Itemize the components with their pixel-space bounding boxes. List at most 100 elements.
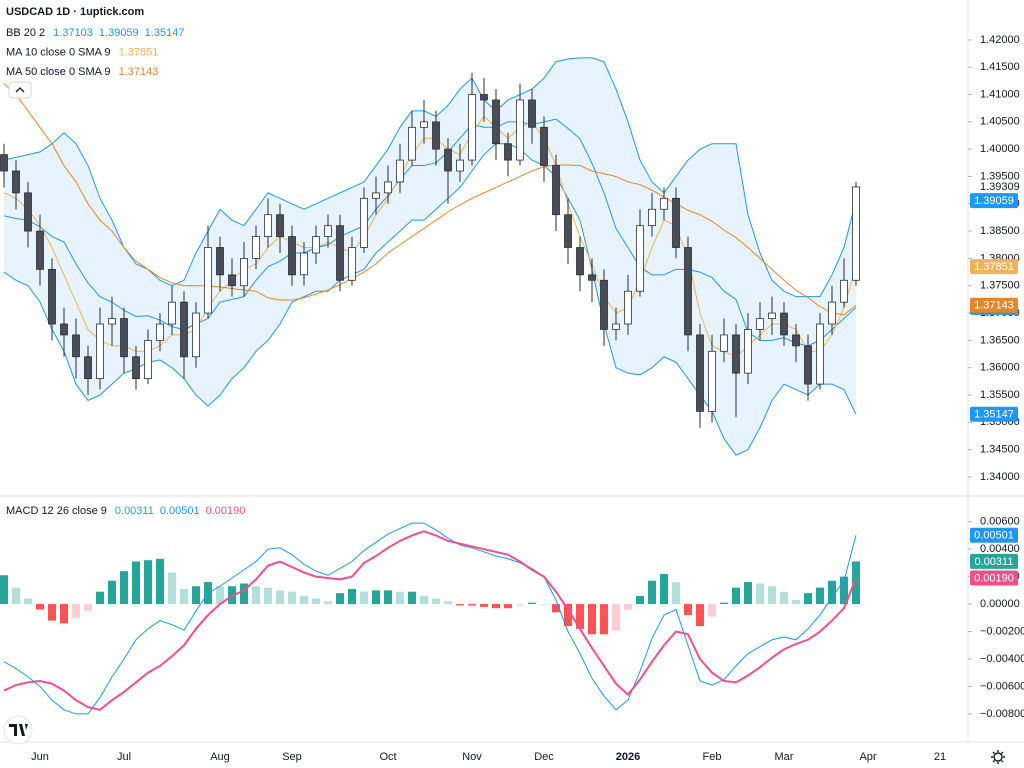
collapse-button-frame[interactable]: [8, 81, 32, 99]
candle-body: [348, 247, 356, 281]
histogram-bar: [288, 591, 296, 605]
signal-badge-label: 0.00190: [974, 572, 1014, 584]
candle-body: [156, 323, 164, 341]
histogram-bar: [456, 604, 464, 606]
settings-gear[interactable]: [993, 752, 1003, 762]
histogram-bar: [612, 604, 620, 631]
y-tick-label: 1.36000: [980, 362, 1020, 374]
histogram-bar: [816, 587, 824, 605]
histogram-bar: [744, 582, 752, 605]
plot-area: [0, 39, 972, 715]
indicator-badge-label: 1.37143: [974, 300, 1014, 312]
collapse-chevron[interactable]: [15, 87, 25, 93]
histogram-bar: [708, 604, 716, 617]
macd-badge-label: 0.00501: [974, 530, 1014, 542]
candle-body: [564, 214, 572, 248]
histogram-bar: [360, 591, 368, 605]
histogram-bar: [516, 604, 524, 606]
histogram-bar: [396, 591, 404, 605]
legend-value: 1.37851: [119, 46, 159, 58]
y-tick-label: 1.34500: [980, 444, 1020, 456]
indicator-badge: [970, 259, 1018, 275]
logo-circle: [3, 715, 33, 745]
histogram-bar: [420, 595, 428, 605]
histogram-bar: [108, 580, 116, 605]
band-fill: [4, 57, 856, 456]
histogram-bar: [276, 590, 284, 605]
y-tick-label: 1.34000: [980, 471, 1020, 483]
histogram-bar: [756, 583, 764, 605]
histogram-bar: [0, 575, 8, 605]
legend-value: 1.39059: [99, 27, 139, 39]
candle-body: [756, 318, 764, 330]
histogram-bar: [504, 604, 512, 609]
histogram-bar: [336, 593, 344, 605]
candle-body: [492, 99, 500, 145]
candle-body: [540, 126, 548, 166]
x-tick-label: Jul: [117, 751, 131, 763]
histogram-bar: [672, 582, 680, 605]
candle-body: [60, 323, 68, 336]
histogram-bar: [156, 558, 164, 605]
indicator-badge: [970, 193, 1018, 209]
candle-body: [288, 236, 296, 276]
legend-value: 0.00311: [115, 505, 154, 517]
histogram-bar: [192, 586, 200, 605]
candle-body: [840, 279, 848, 303]
histogram-bar: [72, 604, 80, 618]
settings-teeth[interactable]: [991, 750, 1005, 764]
overlay-layer: USDCAD 1D · 1uptick.com Jun Jul Aug Sep Oct N…: [3, 6, 1024, 764]
candle-body: [168, 301, 176, 325]
histogram-bar: [384, 590, 392, 605]
y-tick-label: 1.36500: [980, 334, 1020, 346]
histogram-bar: [120, 571, 128, 605]
signal-badge: [970, 570, 1018, 586]
histogram-bar: [324, 601, 332, 605]
histogram-bar: [36, 604, 44, 610]
last-price-label: 1.39309: [980, 181, 1020, 193]
candle-body: [516, 99, 524, 161]
legend-name: MA 10 close 0 SMA 9: [6, 46, 111, 58]
histogram-bar: [408, 591, 416, 605]
candle-body: [192, 312, 200, 358]
macd-line: [3, 522, 857, 715]
candle-body: [324, 225, 332, 237]
candle-body: [0, 154, 8, 172]
x-tick-label: Aug: [210, 751, 230, 763]
candle-body: [576, 247, 584, 276]
histogram-bar: [348, 588, 356, 605]
histogram-bar: [720, 602, 728, 605]
collapse-button[interactable]: [8, 81, 32, 99]
y-tick-label: −0.00400: [980, 653, 1024, 665]
indicator-line: [3, 118, 857, 347]
y-tick-label: 1.35500: [980, 389, 1020, 401]
candle-body: [252, 236, 260, 259]
histogram-bar: [600, 604, 608, 635]
candle-body: [456, 159, 464, 172]
y-tick-label: 1.37500: [980, 280, 1020, 292]
candle-body: [780, 312, 788, 336]
histogram-bar: [96, 591, 104, 605]
x-tick-label: 21: [934, 751, 946, 763]
candle-body: [144, 339, 152, 380]
y-tick-label: 0.00600: [980, 516, 1020, 528]
settings-button[interactable]: [991, 750, 1005, 764]
legend-value: 1.37103: [53, 27, 93, 39]
candle-body: [792, 334, 800, 347]
candle-body: [528, 99, 536, 128]
candle-body: [636, 225, 644, 292]
candle-body: [372, 192, 380, 199]
candle-body: [852, 186, 860, 281]
candle-body: [768, 312, 776, 319]
x-tick-label: Apr: [859, 751, 876, 763]
histogram-bar: [540, 604, 548, 605]
candle-body: [24, 192, 32, 232]
candle-body: [120, 318, 128, 358]
histogram-bar: [168, 572, 176, 605]
histogram-bar: [684, 604, 692, 616]
histogram-bar: [372, 590, 380, 605]
legend-value: 1.37143: [119, 66, 159, 78]
